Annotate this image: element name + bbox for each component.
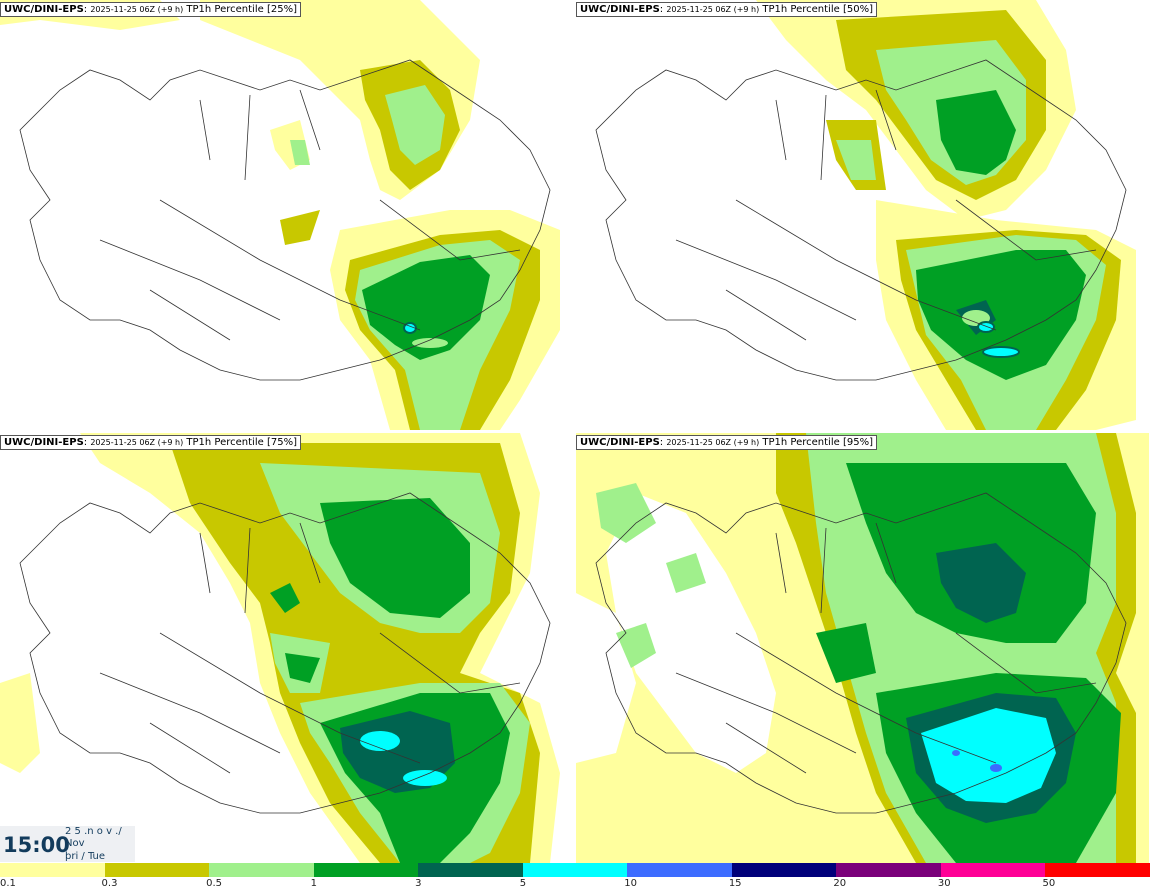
- legend-color-swatch: [627, 863, 733, 877]
- valid-date-line2: Nov: [65, 838, 85, 849]
- valid-date-line3: þri / Tue: [65, 851, 106, 862]
- panel-title: UWC/DINI-EPS: 2025-11-25 06Z (+9 h) TP1h…: [576, 435, 877, 450]
- iceland-coastline: [595, 59, 1127, 381]
- precip-map-p95: [576, 433, 1149, 863]
- legend-tick-label: 5: [519, 878, 527, 889]
- map-panel-p25: UWC/DINI-EPS: 2025-11-25 06Z (+9 h) TP1h…: [0, 0, 573, 430]
- legend-color-swatch: [418, 863, 524, 877]
- legend-color-swatch: [1045, 863, 1150, 877]
- map-panel-p75: UWC/DINI-EPS: 2025-11-25 06Z (+9 h) TP1h…: [0, 433, 573, 863]
- legend-color-swatch: [731, 863, 837, 877]
- map-panel-p95: UWC/DINI-EPS: 2025-11-25 06Z (+9 h) TP1h…: [576, 433, 1149, 863]
- legend-tick-label: 3: [415, 878, 422, 889]
- precip-field: [0, 0, 560, 430]
- precip-field: [0, 433, 560, 863]
- iceland-coastline: [595, 492, 1127, 814]
- iceland-coastline: [19, 59, 551, 381]
- legend-tick-label: 20: [833, 878, 847, 889]
- iceland-coastline: [19, 492, 551, 814]
- legend-tick-label: 15: [728, 878, 742, 889]
- precip-colorbar-legend: 0.1 0.3 0.5 1 3 5 10 15 20 30 50: [0, 862, 1150, 891]
- valid-time: 15:00: [3, 833, 70, 857]
- legend-color-swatch: [313, 863, 419, 877]
- precip-map-p25: [0, 0, 560, 430]
- legend-tick-label: 1: [310, 878, 317, 889]
- legend-color-swatch: [209, 863, 315, 877]
- map-panel-p50: UWC/DINI-EPS: 2025-11-25 06Z (+9 h) TP1h…: [576, 0, 1149, 430]
- legend-color-swatch: [104, 863, 210, 877]
- legend-color-swatch: [836, 863, 942, 877]
- precip-field: [576, 433, 1149, 863]
- panel-title: UWC/DINI-EPS: 2025-11-25 06Z (+9 h) TP1h…: [576, 2, 877, 17]
- panel-title: UWC/DINI-EPS: 2025-11-25 06Z (+9 h) TP1h…: [0, 2, 301, 17]
- precip-map-p50: [595, 0, 1136, 430]
- panel-title: UWC/DINI-EPS: 2025-11-25 06Z (+9 h) TP1h…: [0, 435, 301, 450]
- panel-divider-horizontal: [0, 430, 1150, 433]
- valid-date-line1: 2 5 .n o v ./: [65, 826, 122, 837]
- legend-tick-label: 0.1: [0, 878, 16, 889]
- precip-map-p75: [0, 433, 560, 863]
- legend-tick-label: 0.3: [101, 878, 118, 889]
- legend-tick-label: 30: [937, 878, 951, 889]
- precip-field: [756, 0, 1136, 430]
- legend-tick-label: 0.5: [206, 878, 222, 889]
- legend-tick-label: 50: [1042, 878, 1056, 889]
- legend-tick-label: 10: [624, 878, 637, 889]
- legend-color-swatch: [940, 863, 1046, 877]
- legend-color-swatch: [522, 863, 628, 877]
- legend-color-swatch: [0, 863, 106, 877]
- valid-time-box: 15:00 2 5 .n o v ./ Nov þri / Tue: [0, 826, 135, 862]
